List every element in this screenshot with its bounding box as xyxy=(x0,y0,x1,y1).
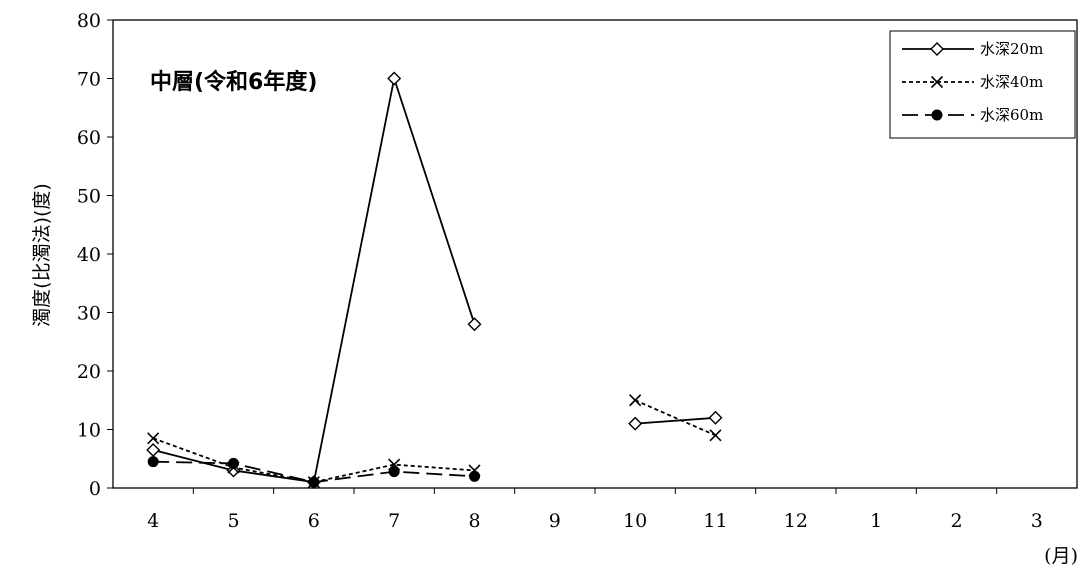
legend-label: 水深20m xyxy=(980,40,1043,58)
data-point xyxy=(931,109,943,121)
x-tick-label: 12 xyxy=(784,510,808,532)
data-point xyxy=(629,394,642,407)
data-point xyxy=(388,466,400,478)
data-point-stroke xyxy=(147,432,160,445)
x-axis-unit-label: (月) xyxy=(1044,545,1078,567)
series-layer xyxy=(146,71,723,490)
y-tick-label: 0 xyxy=(89,478,101,500)
data-point xyxy=(228,457,239,469)
data-point xyxy=(467,317,482,332)
y-tick-label: 50 xyxy=(77,186,101,208)
data-point-stroke xyxy=(930,75,944,89)
legend: 水深20m 水深40m 水深60m xyxy=(889,30,1076,139)
series-line xyxy=(635,416,716,425)
data-point xyxy=(709,429,722,442)
legend-item: 水深20m xyxy=(902,40,1043,58)
x-tick-label: 5 xyxy=(227,510,239,532)
series xyxy=(147,394,722,489)
data-point xyxy=(930,75,944,89)
series-line xyxy=(152,74,476,484)
data-point xyxy=(930,42,944,56)
data-point xyxy=(708,410,723,425)
x-tick-label: 8 xyxy=(468,510,480,532)
y-tick-label: 40 xyxy=(77,244,101,266)
x-tick-label: 1 xyxy=(870,510,882,532)
data-point xyxy=(387,71,402,86)
legend-label: 水深40m xyxy=(980,73,1043,91)
y-tick-label: 80 xyxy=(77,10,101,32)
data-point xyxy=(308,476,320,488)
x-tick-label: 2 xyxy=(950,510,962,532)
x-axis: 4 5 6 7 8 9 10 11 12 1 2 3 xyxy=(147,488,1043,532)
y-tick-label: 20 xyxy=(77,361,101,383)
x-tick-label: 7 xyxy=(388,510,400,532)
y-tick-label: 60 xyxy=(77,127,101,149)
x-tick-label: 9 xyxy=(549,510,561,532)
x-tick-label: 6 xyxy=(308,510,320,532)
series xyxy=(147,456,480,488)
x-tick-label: 10 xyxy=(623,510,647,532)
data-point xyxy=(147,432,160,445)
data-point xyxy=(147,456,159,468)
chart-title: 中層(令和6年度) xyxy=(150,69,317,95)
data-point-stroke xyxy=(709,429,722,442)
x-tick-label: 11 xyxy=(703,510,727,532)
y-axis-label: 濁度(比濁法)(度) xyxy=(31,183,53,327)
data-point xyxy=(628,416,643,431)
x-tick-label: 3 xyxy=(1031,510,1043,532)
x-tick-label: 4 xyxy=(147,510,159,532)
y-axis: 0 10 20 30 40 50 60 70 80 xyxy=(77,10,113,500)
data-point-stroke xyxy=(629,394,642,407)
data-point xyxy=(146,442,161,457)
series xyxy=(146,71,723,490)
legend-label: 水深60m xyxy=(980,106,1043,124)
y-tick-label: 10 xyxy=(77,420,101,442)
legend-item: 水深60m xyxy=(902,106,1043,124)
legend-item: 水深40m xyxy=(902,73,1043,91)
series-line xyxy=(152,437,475,484)
y-tick-label: 70 xyxy=(77,69,101,91)
series-line xyxy=(634,399,716,437)
data-point xyxy=(469,470,480,482)
y-tick-label: 30 xyxy=(77,303,101,325)
